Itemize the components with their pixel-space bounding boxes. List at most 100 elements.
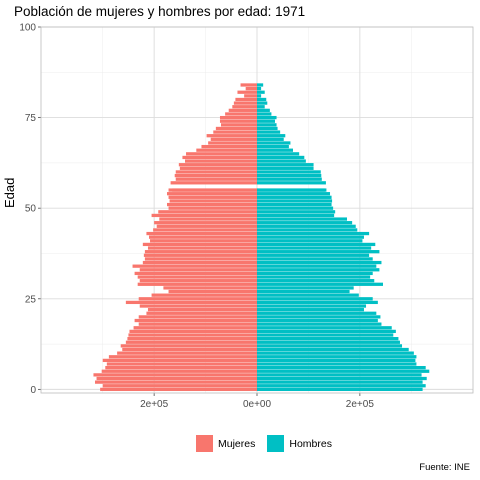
- bar-mujeres-age-79: [233, 101, 257, 105]
- bar-hombres-age-83: [257, 86, 262, 91]
- bar-hombres-age-39: [257, 246, 372, 250]
- bar-hombres-age-78: [257, 105, 265, 109]
- bar-mujeres-age-7: [106, 362, 257, 366]
- bar-hombres-age-66: [257, 148, 293, 152]
- bar-mujeres-age-15: [128, 333, 257, 337]
- bar-mujeres-age-18: [138, 322, 257, 326]
- bar-mujeres-age-42: [149, 235, 257, 239]
- bar-hombres-age-45: [257, 224, 356, 228]
- bar-mujeres-age-38: [144, 250, 257, 254]
- bar-mujeres-age-44: [153, 228, 257, 232]
- bar-hombres-age-70: [257, 134, 286, 138]
- bar-hombres-age-80: [257, 97, 267, 102]
- bar-hombres-age-22: [257, 308, 364, 312]
- bar-mujeres-age-43: [146, 231, 257, 236]
- bar-hombres-age-18: [257, 322, 382, 326]
- bar-mujeres-age-72: [215, 126, 257, 131]
- bar-hombres-age-9: [257, 355, 417, 359]
- source-caption: Fuente: INE: [419, 462, 470, 473]
- bar-hombres-age-43: [257, 231, 370, 236]
- plot-border: [40, 26, 474, 394]
- bar-mujeres-age-14: [127, 337, 258, 341]
- bar-mujeres-age-33: [139, 268, 257, 272]
- bar-mujeres-age-12: [120, 344, 257, 348]
- bar-hombres-age-44: [257, 228, 358, 232]
- bar-hombres-age-73: [257, 123, 277, 127]
- chart-title: Población de mujeres y hombres por edad:…: [14, 4, 306, 19]
- bar-mujeres-age-39: [147, 246, 257, 250]
- bar-hombres-age-1: [257, 384, 426, 388]
- bar-hombres-age-67: [257, 144, 289, 149]
- bar-mujeres-age-3: [96, 376, 258, 381]
- legend-item-mujeres: Mujeres: [196, 435, 255, 452]
- bar-hombres-age-48: [257, 213, 335, 218]
- bar-hombres-age-55: [257, 188, 327, 192]
- bar-hombres-age-47: [257, 217, 347, 221]
- bar-mujeres-age-53: [168, 195, 257, 199]
- bar-hombres-age-5: [257, 369, 430, 373]
- bar-mujeres-age-1: [102, 384, 257, 388]
- bar-hombres-age-77: [257, 108, 270, 112]
- bar-mujeres-age-25: [138, 297, 257, 301]
- y-tick-label: 0: [30, 385, 36, 396]
- bar-mujeres-age-76: [225, 112, 257, 116]
- bar-hombres-age-2: [257, 380, 423, 384]
- bar-hombres-age-46: [257, 221, 353, 225]
- bar-hombres-age-68: [257, 141, 291, 145]
- bar-mujeres-age-64: [182, 155, 257, 160]
- bar-mujeres-age-70: [206, 134, 257, 138]
- bar-hombres-age-37: [257, 253, 370, 257]
- bar-mujeres-age-71: [213, 130, 257, 134]
- bar-mujeres-age-75: [219, 115, 257, 120]
- bar-hombres-age-32: [257, 271, 373, 276]
- bar-mujeres-age-32: [134, 271, 257, 276]
- bar-mujeres-age-20: [138, 315, 257, 319]
- bar-mujeres-age-28: [163, 286, 257, 290]
- bar-mujeres-age-45: [156, 224, 257, 228]
- bar-hombres-age-6: [257, 366, 426, 370]
- bar-mujeres-age-77: [228, 108, 257, 112]
- bar-mujeres-age-8: [102, 358, 257, 363]
- bar-mujeres-age-31: [137, 275, 257, 279]
- bar-mujeres-age-55: [168, 188, 257, 192]
- bar-mujeres-age-4: [93, 373, 257, 377]
- bar-mujeres-age-48: [151, 213, 257, 218]
- bar-hombres-age-31: [257, 275, 371, 279]
- bar-hombres-age-20: [257, 315, 381, 319]
- x-tick-label: 0e+00: [243, 399, 272, 410]
- bar-hombres-age-27: [257, 289, 350, 294]
- bar-mujeres-age-84: [240, 83, 257, 87]
- bar-mujeres-age-83: [245, 86, 257, 91]
- bar-hombres-age-26: [257, 293, 359, 297]
- bar-hombres-age-62: [257, 163, 314, 167]
- bar-hombres-age-64: [257, 155, 305, 160]
- bar-hombres-age-15: [257, 333, 394, 337]
- bar-mujeres-age-40: [142, 242, 257, 247]
- bar-hombres-age-74: [257, 119, 275, 123]
- bar-mujeres-age-60: [175, 170, 257, 174]
- bar-mujeres-age-52: [169, 199, 257, 203]
- bar-mujeres-age-19: [134, 318, 257, 323]
- bar-mujeres-age-27: [168, 289, 257, 294]
- bar-mujeres-age-67: [201, 144, 257, 149]
- bar-hombres-age-14: [257, 337, 399, 341]
- bar-hombres-age-36: [257, 257, 373, 261]
- y-tick-label: 100: [19, 23, 36, 34]
- bar-hombres-age-53: [257, 195, 332, 199]
- bar-mujeres-age-35: [142, 260, 257, 265]
- bar-mujeres-age-66: [196, 148, 257, 152]
- bar-mujeres-age-41: [150, 239, 257, 243]
- legend-label-hombres: Hombres: [289, 437, 332, 450]
- y-tick-label: 25: [25, 294, 37, 305]
- x-tick-label: 2e+05: [140, 399, 169, 410]
- bar-mujeres-age-61: [179, 166, 257, 170]
- bar-hombres-age-42: [257, 235, 364, 239]
- bar-hombres-age-71: [257, 130, 281, 134]
- bar-mujeres-age-65: [186, 152, 257, 156]
- bar-hombres-age-38: [257, 250, 380, 254]
- bar-hombres-age-11: [257, 347, 409, 352]
- bar-mujeres-age-47: [159, 217, 257, 221]
- bar-hombres-age-81: [257, 94, 262, 98]
- legend-item-hombres: Hombres: [267, 435, 332, 452]
